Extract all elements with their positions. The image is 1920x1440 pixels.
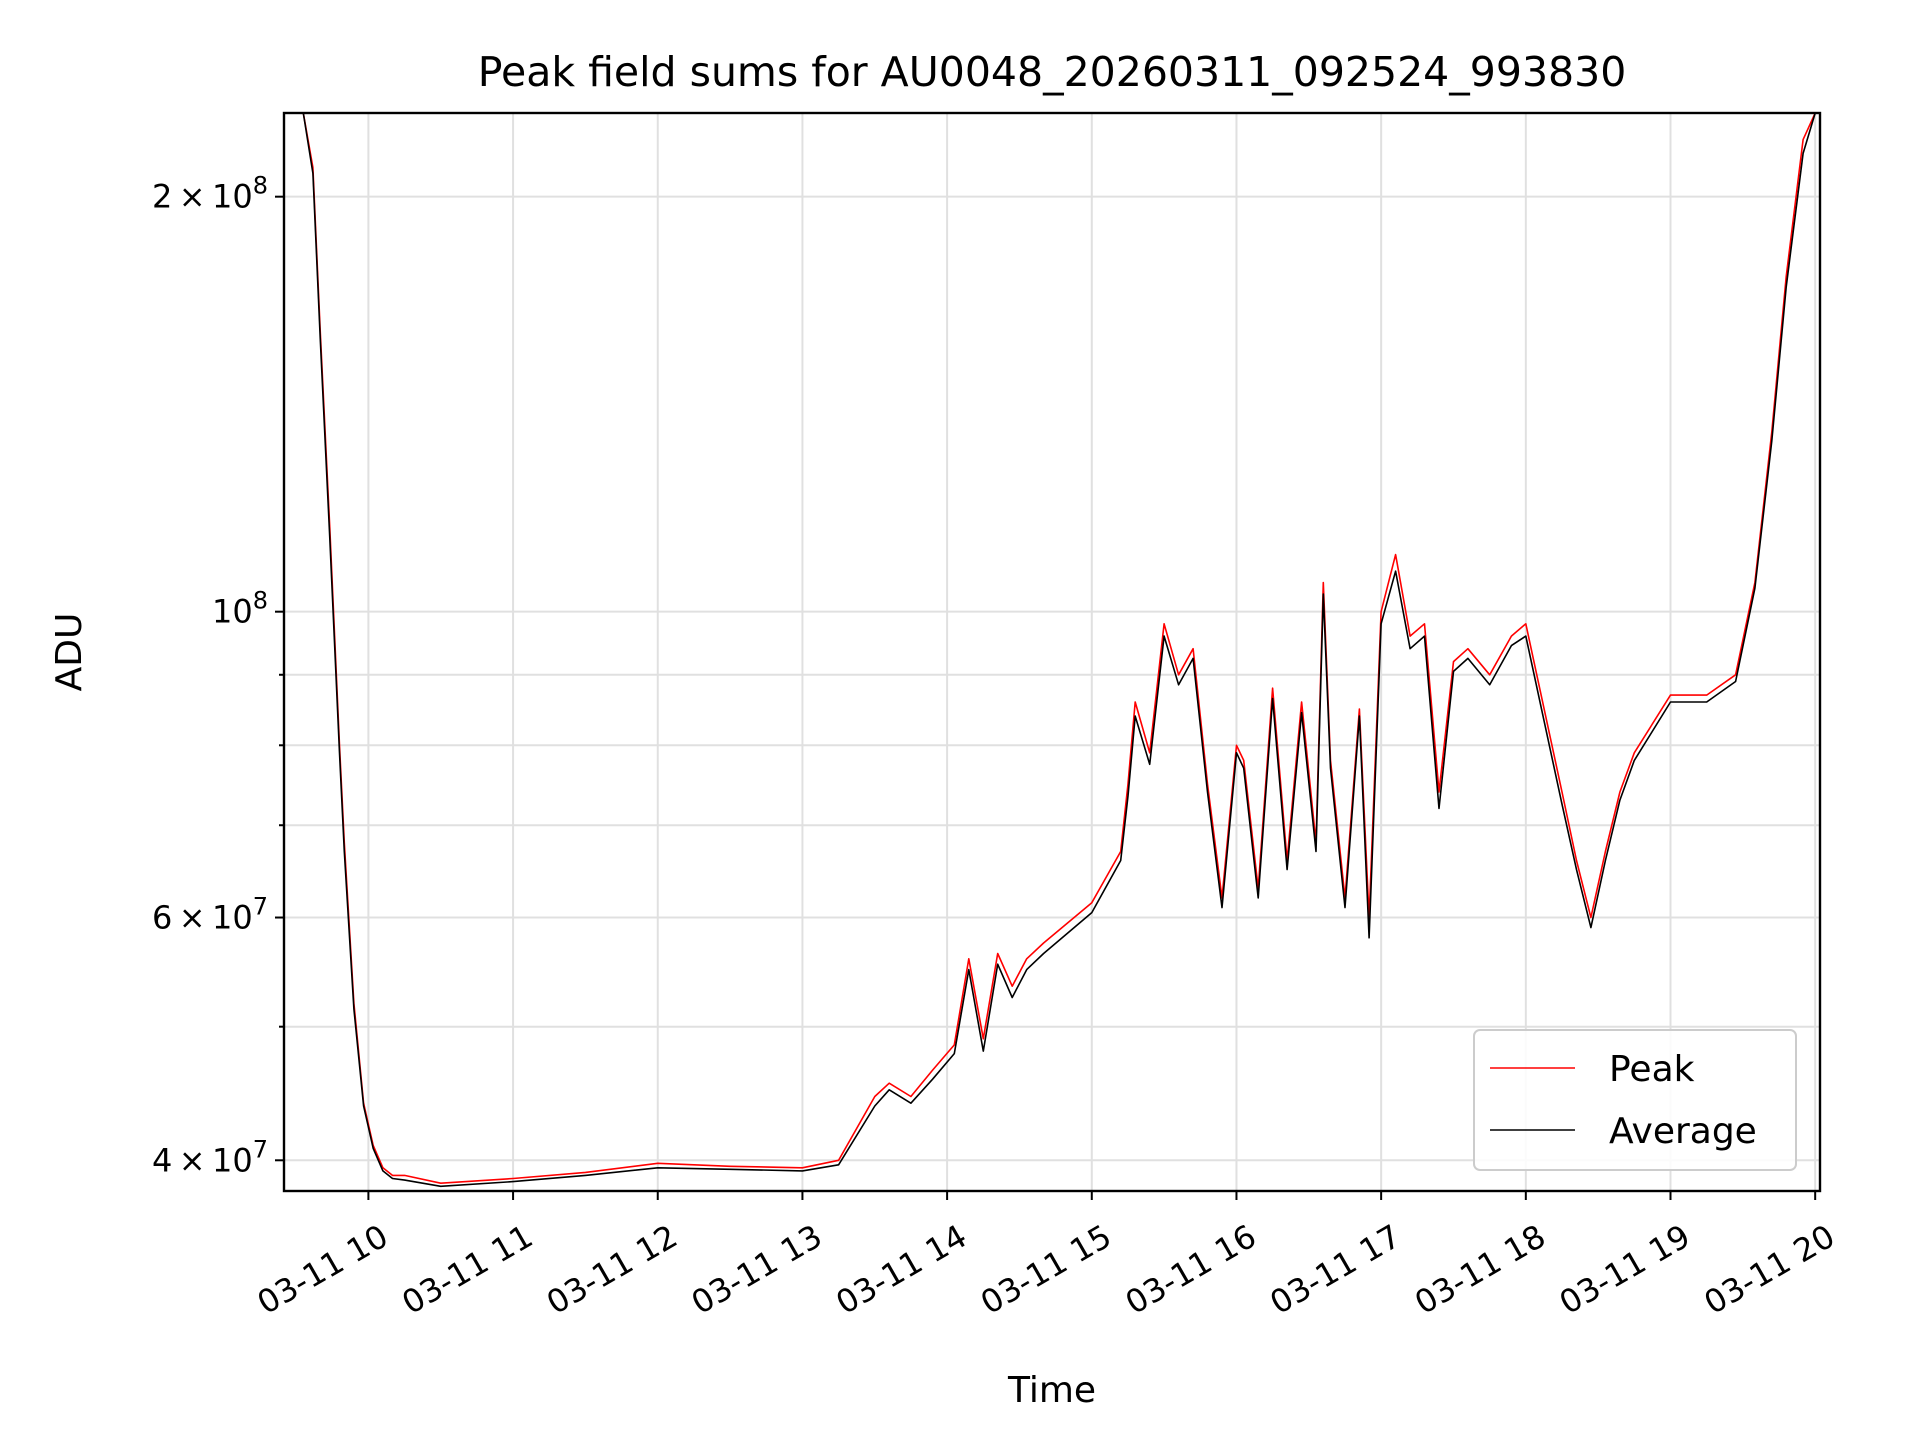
x-tick-label: 03-11 16 — [1119, 1217, 1263, 1322]
plot-area — [284, 113, 1816, 1188]
x-tick-label: 03-11 14 — [830, 1217, 974, 1322]
y-tick-label: 108 — [212, 587, 268, 631]
chart-title: Peak field sums for AU0048_20260311_0925… — [478, 48, 1627, 96]
legend-label-peak: Peak — [1609, 1049, 1695, 1090]
x-tick-label: 03-11 18 — [1408, 1217, 1552, 1322]
y-axis-label: ADU — [49, 613, 90, 692]
x-axis-label: Time — [1007, 1370, 1096, 1411]
x-tick-label: 03-11 17 — [1264, 1217, 1408, 1322]
series-line-average — [284, 113, 1816, 1188]
plot-frame — [282, 111, 1822, 1193]
grid — [284, 113, 1820, 1191]
y-axis: 4 × 107 6 × 107 108 2 × 108 — [152, 172, 284, 1179]
x-tick-label: 03-11 13 — [685, 1217, 829, 1322]
y-tick-label: 6 × 107 — [152, 893, 268, 937]
x-tick-label: 03-11 12 — [540, 1217, 684, 1322]
x-tick-label: 03-11 19 — [1553, 1217, 1697, 1322]
x-axis: 03-11 10 03-11 11 03-11 12 03-11 13 03-11 14… — [251, 1191, 1841, 1322]
x-tick-label: 03-11 11 — [395, 1217, 539, 1322]
legend-box — [1473, 1029, 1797, 1171]
x-tick-label: 03-11 15 — [974, 1217, 1118, 1322]
x-tick-label: 03-11 10 — [251, 1217, 395, 1322]
y-tick-label: 4 × 107 — [152, 1135, 268, 1179]
series-line-peak — [284, 113, 1816, 1184]
legend-label-average: Average — [1609, 1111, 1757, 1152]
y-tick-label: 2 × 108 — [152, 172, 268, 216]
legend: Peak Average — [1473, 1029, 1797, 1171]
x-tick-label: 03-11 20 — [1698, 1217, 1842, 1322]
